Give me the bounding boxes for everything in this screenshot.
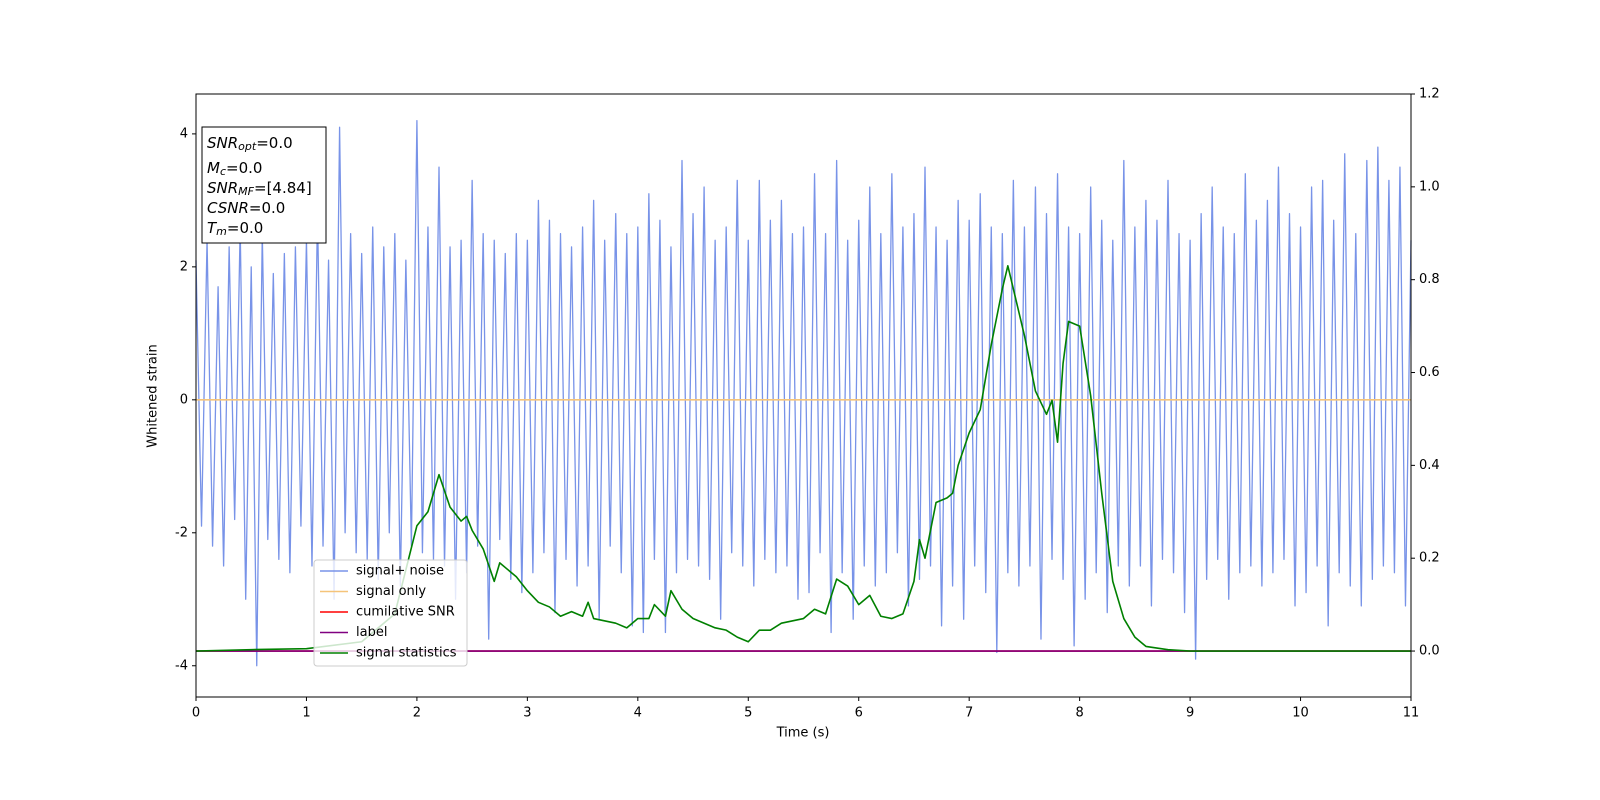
series-line bbox=[195, 119, 1412, 667]
x-tick-label: 7 bbox=[965, 706, 973, 721]
x-tick-label: 9 bbox=[1186, 706, 1194, 721]
x-tick-label: 3 bbox=[523, 706, 531, 721]
legend-label: signal only bbox=[356, 584, 426, 599]
y-tick-label: -2 bbox=[175, 525, 188, 540]
annotation-symbol: SNR bbox=[207, 134, 238, 152]
x-axis-label: Time (s) bbox=[776, 726, 830, 741]
annotation-line: CSNR=0.0 bbox=[207, 199, 285, 217]
legend-label: signal+ noise bbox=[356, 564, 444, 579]
x-tick-label: 2 bbox=[413, 706, 421, 721]
annotation-value: =0.0 bbox=[256, 134, 292, 152]
annotation-box: SNRopt=0.0Mc=0.0SNRMF=[4.84]CSNR=0.0Tm=0… bbox=[201, 126, 327, 244]
x-tick-label: 0 bbox=[192, 706, 200, 721]
annotation-line: SNRMF=[4.84] bbox=[207, 179, 312, 199]
legend-label: label bbox=[356, 625, 387, 640]
y-axis-label: Whitened strain bbox=[146, 344, 161, 447]
annotation-value: =0.0 bbox=[226, 159, 262, 177]
y-tick-label: 0 bbox=[180, 392, 188, 407]
y-tick-label: -4 bbox=[175, 658, 188, 673]
x-tick-label: 6 bbox=[855, 706, 863, 721]
y2-tick-label: 0.0 bbox=[1419, 644, 1440, 659]
annotation-symbol: CSNR bbox=[207, 199, 249, 217]
annotation-value: =0.0 bbox=[249, 199, 285, 217]
annotation-value: =[4.84] bbox=[254, 179, 312, 197]
x-tick-label: 8 bbox=[1075, 706, 1083, 721]
legend-label: cumilative SNR bbox=[356, 605, 455, 620]
legend-label: signal statistics bbox=[356, 646, 457, 661]
annotation-symbol: M bbox=[207, 159, 220, 177]
plot-frame bbox=[195, 93, 1412, 698]
annotation-subscript: c bbox=[220, 165, 226, 178]
y2-tick-label: 1.2 bbox=[1419, 87, 1440, 102]
annotation-subscript: m bbox=[216, 225, 227, 238]
annotation-value: =0.0 bbox=[227, 219, 263, 237]
x-tick-label: 5 bbox=[744, 706, 752, 721]
series-line bbox=[195, 264, 1411, 652]
legend-frame bbox=[313, 559, 468, 667]
annotation-subscript: opt bbox=[238, 140, 257, 153]
annotation-subscript: MF bbox=[238, 185, 254, 198]
annotation-line: Mc=0.0 bbox=[207, 159, 262, 179]
annotation-line: SNRopt=0.0 bbox=[207, 134, 293, 154]
y2-tick-label: 0.4 bbox=[1419, 458, 1440, 473]
x-tick-label: 10 bbox=[1292, 706, 1309, 721]
y-tick-label: 4 bbox=[180, 126, 188, 141]
x-tick-label: 1 bbox=[302, 706, 310, 721]
x-tick-label: 11 bbox=[1403, 706, 1420, 721]
x-tick-label: 4 bbox=[634, 706, 642, 721]
y2-tick-label: 1.0 bbox=[1419, 179, 1440, 194]
y2-tick-label: 0.6 bbox=[1419, 365, 1440, 380]
annotation-symbol: T bbox=[207, 219, 218, 237]
y2-tick-label: 0.2 bbox=[1419, 551, 1440, 566]
legend: signal+ noise signal only cumilative SNR la… bbox=[313, 559, 468, 667]
y2-tick-label: 0.8 bbox=[1419, 272, 1440, 287]
annotation-frame bbox=[201, 126, 327, 244]
annotation-line: Tm=0.0 bbox=[207, 219, 263, 239]
y-tick-label: 2 bbox=[180, 259, 188, 274]
annotation-symbol: SNR bbox=[207, 179, 238, 197]
